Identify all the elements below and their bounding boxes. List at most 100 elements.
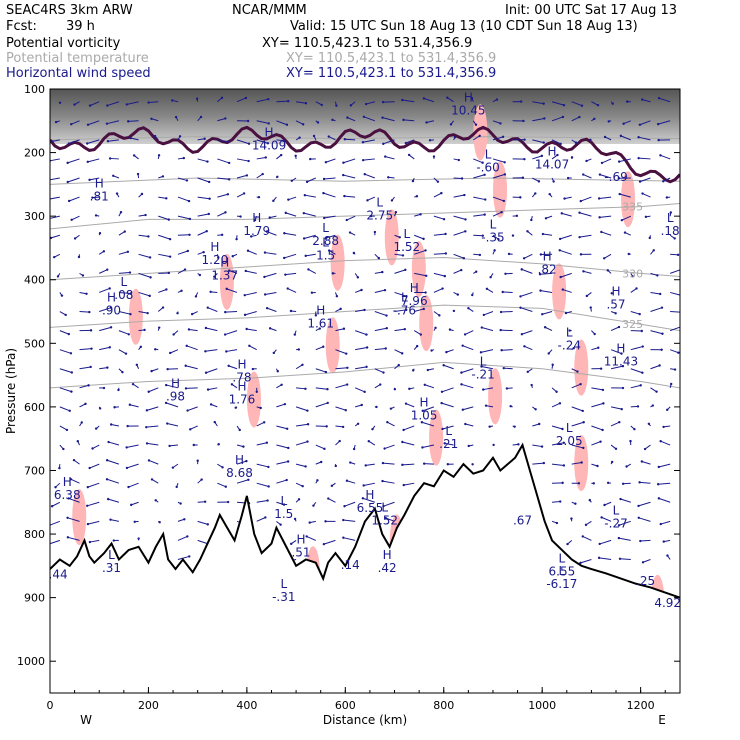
wind-vector-head	[330, 484, 334, 488]
wind-vector	[583, 270, 592, 274]
wind-vector	[492, 158, 505, 163]
wind-vector	[59, 406, 70, 412]
theta-contour-line	[50, 361, 680, 389]
wind-vector-head	[335, 104, 338, 107]
wind-vector-head	[618, 557, 622, 560]
wind-vector-head	[331, 118, 334, 122]
wind-vector	[59, 330, 69, 335]
wind-vector-head	[400, 352, 404, 355]
wind-vector	[111, 424, 119, 427]
extremum-value: 8.68	[226, 466, 253, 480]
wind-vector	[630, 346, 643, 351]
x-tick-label: 600	[335, 699, 356, 712]
wind-vector	[177, 536, 188, 541]
wind-vector-head	[404, 141, 408, 145]
wind-vector-head	[420, 421, 424, 424]
wind-vector-head	[401, 440, 404, 444]
wind-vector-head	[47, 543, 49, 545]
wind-vector-head	[135, 363, 139, 367]
wind-vector	[640, 539, 651, 542]
wind-vector	[374, 311, 387, 316]
wind-vector-head	[307, 268, 310, 271]
extremum-value: 1.20	[202, 253, 229, 267]
wind-vector-head	[312, 134, 316, 138]
wind-vector	[660, 520, 671, 525]
wind-vector	[355, 309, 365, 313]
fcst-value: 39 h	[66, 19, 95, 34]
wind-vector	[638, 136, 651, 141]
x-axis-label: Distance (km)	[323, 713, 407, 727]
wind-vector-head	[67, 199, 71, 203]
wind-vector	[382, 462, 395, 465]
wind-vector-head	[558, 249, 561, 252]
wind-vector	[483, 387, 494, 391]
extremum-value: .08	[114, 288, 133, 302]
extremum-value: -6.17	[546, 577, 577, 591]
wind-vector	[217, 117, 226, 122]
wind-vector	[67, 158, 80, 164]
theta-contour-label: 330	[622, 267, 643, 280]
wind-vector-head	[504, 272, 507, 276]
wind-vector-head	[115, 192, 119, 195]
wind-vector-head	[402, 428, 405, 432]
wind-vector-head	[356, 276, 360, 279]
wind-vector-head	[662, 425, 665, 429]
wind-vector	[641, 461, 651, 465]
wind-vector-head	[656, 122, 660, 126]
wind-vector-head	[208, 197, 211, 200]
wind-vector	[650, 365, 660, 370]
wind-vector-head	[108, 346, 111, 349]
wind-vector-head	[502, 366, 505, 370]
wind-vector-head	[665, 196, 669, 199]
wind-vector-head	[415, 344, 419, 348]
wind-vector-head	[272, 199, 275, 203]
wind-vector-head	[112, 539, 115, 542]
wind-vector-head	[279, 523, 282, 526]
wind-vector-head	[245, 174, 249, 177]
wind-vector-head	[617, 325, 621, 329]
wind-vector-head	[493, 249, 496, 252]
theta-contour-label: 325	[622, 318, 643, 331]
wind-vector-head	[464, 422, 467, 426]
wind-vector-head	[106, 497, 110, 501]
wind-vector-head	[384, 347, 387, 350]
wind-vector	[374, 289, 386, 293]
wind-vector-head	[140, 192, 144, 196]
wind-vector-head	[124, 352, 128, 355]
wind-vector	[610, 349, 622, 355]
wind-vector-head	[580, 104, 584, 107]
extremum-type: H	[237, 357, 246, 371]
wind-vector-head	[91, 196, 94, 199]
dynamic-tropopause-line	[50, 125, 680, 184]
wind-vector-head	[440, 401, 443, 405]
wind-vector-head	[125, 466, 129, 470]
wind-vector-head	[479, 351, 483, 354]
wind-vector-head	[478, 253, 482, 257]
wind-vector-head	[203, 137, 206, 140]
wind-vector-head	[559, 275, 562, 279]
wind-vector-head	[403, 327, 406, 331]
wind-vector-head	[167, 271, 171, 275]
wind-vector-head	[438, 314, 441, 317]
wind-vector-head	[659, 522, 662, 526]
wind-vector-head	[125, 103, 129, 106]
wind-vector	[315, 346, 324, 351]
wind-vector-head	[161, 306, 165, 309]
wind-vector	[126, 101, 139, 105]
wind-vector-head	[386, 420, 389, 424]
wind-vector-head	[259, 406, 262, 410]
wind-vector-head	[301, 363, 304, 366]
wind-vector-head	[306, 423, 310, 426]
wind-vector	[343, 174, 356, 179]
wind-vector	[256, 442, 267, 446]
wind-vector	[177, 215, 191, 220]
wind-vector-head	[285, 123, 289, 126]
wind-vector-head	[73, 237, 77, 240]
wind-vector-head	[244, 96, 248, 100]
extremum-value: .51	[291, 545, 310, 559]
wind-vector	[138, 272, 151, 278]
y-axis-label: Pressure (hPa)	[4, 348, 18, 434]
wind-vector	[185, 365, 198, 370]
wind-vector	[492, 136, 504, 141]
wind-vector-head	[345, 218, 348, 222]
